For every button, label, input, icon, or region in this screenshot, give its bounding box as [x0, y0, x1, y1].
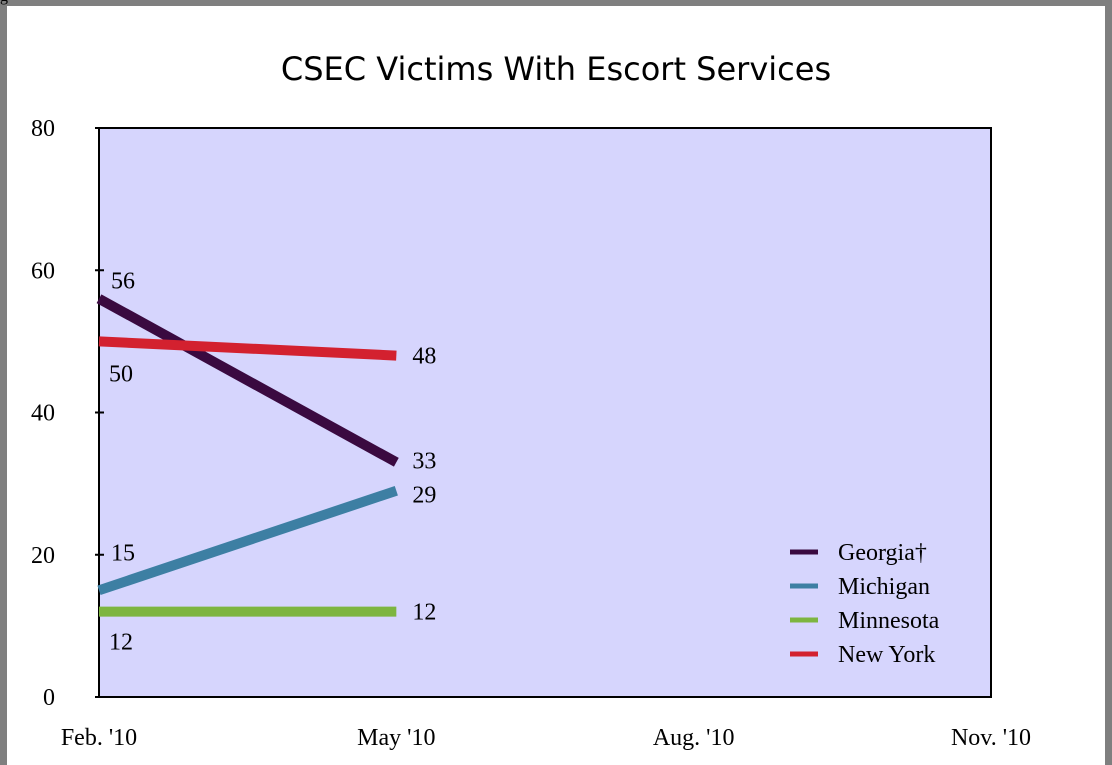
x-axis: Feb. '10 May '10 Aug. '10 Nov. '10 [61, 725, 1031, 751]
data-label: 33 [412, 448, 436, 474]
plot-area [98, 127, 992, 698]
data-label: 12 [412, 600, 436, 626]
data-labels: 56 33 15 29 12 12 50 48 [109, 269, 436, 656]
x-tick-label: Nov. '10 [951, 725, 1031, 751]
y-tick-label: 40 [31, 401, 55, 427]
figure-label: g [0, 0, 8, 6]
x-tick-label: Aug. '10 [653, 725, 735, 751]
y-tick-label: 60 [31, 258, 55, 284]
legend: Georgia† Michigan Minnesota New York [790, 540, 940, 668]
x-tick-label: May '10 [357, 725, 435, 751]
chart-title: CSEC Victims With Escort Services [281, 50, 831, 88]
y-tick-label: 0 [43, 685, 55, 711]
y-tick-label: 20 [31, 543, 55, 569]
series-line-georgia [96, 294, 399, 467]
legend-label: Minnesota [838, 608, 940, 634]
legend-label: New York [838, 642, 935, 668]
data-label: 56 [111, 269, 135, 295]
data-label: 15 [111, 540, 135, 566]
legend-label: Georgia† [838, 540, 927, 566]
y-tick-label: 80 [31, 116, 55, 142]
x-tick-label: Feb. '10 [61, 725, 137, 751]
data-label: 50 [109, 361, 133, 387]
legend-label: Michigan [838, 574, 930, 600]
data-label: 29 [412, 483, 436, 509]
series-line-new-york [98, 336, 397, 361]
data-label: 12 [109, 630, 133, 656]
series-layer [96, 294, 399, 617]
y-axis: 0 20 40 60 80 [31, 116, 104, 711]
data-label: 48 [412, 344, 436, 370]
series-line-michigan [97, 485, 398, 596]
